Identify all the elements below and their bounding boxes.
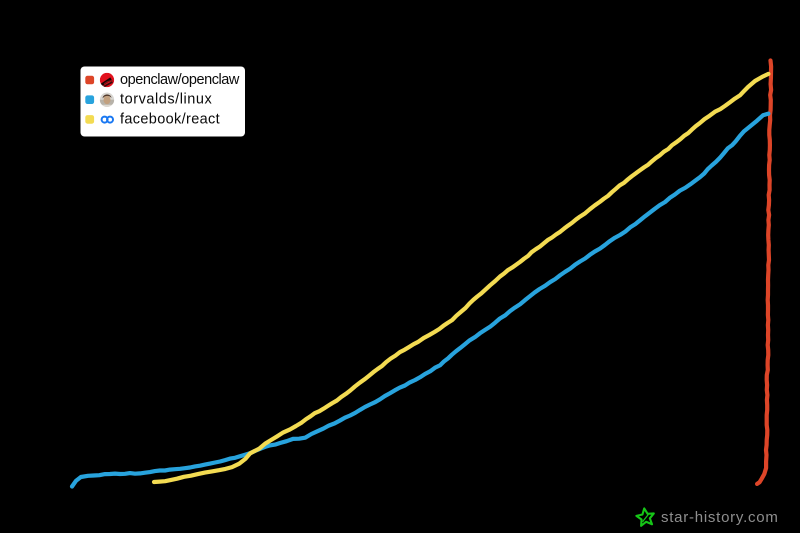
svg-text:torvalds/linux: torvalds/linux [120, 92, 213, 108]
svg-text:facebook/react: facebook/react [120, 111, 220, 127]
svg-text:openclaw/openclaw: openclaw/openclaw [120, 72, 240, 88]
svg-text:star-history.com: star-history.com [661, 509, 779, 526]
